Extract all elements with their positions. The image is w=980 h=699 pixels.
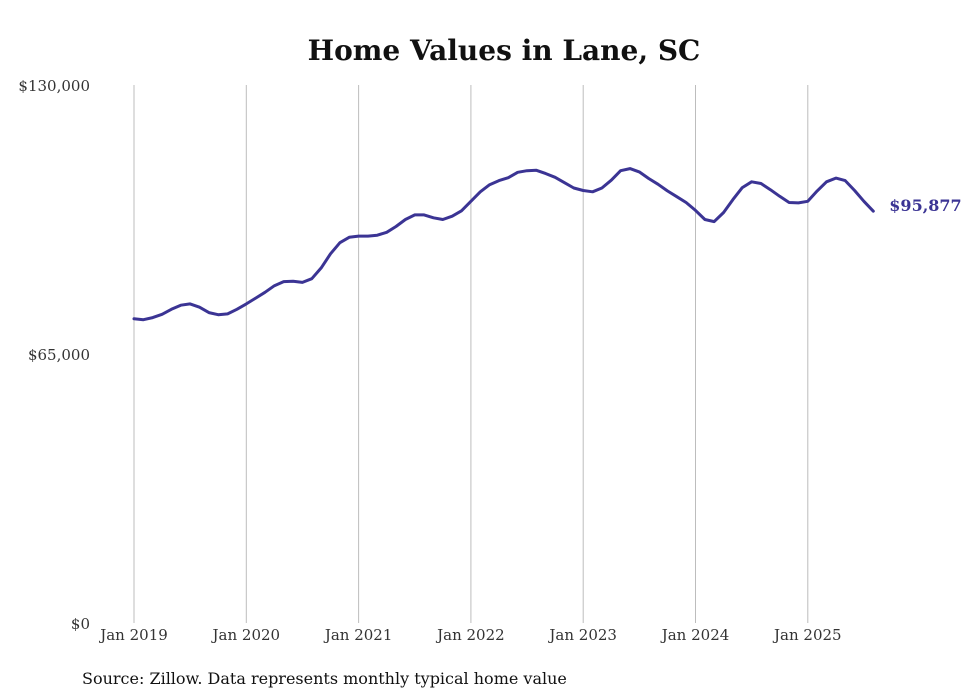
x-tick-label: Jan 2025 bbox=[772, 626, 842, 644]
x-tick-label: Jan 2019 bbox=[98, 626, 168, 644]
x-tick-label: Jan 2020 bbox=[211, 626, 281, 644]
x-axis-ticks: Jan 2019 Jan 2020 Jan 2021 Jan 2022 Jan 2023… bbox=[98, 626, 841, 644]
x-tick-label: Jan 2023 bbox=[547, 626, 617, 644]
x-tick-label: Jan 2021 bbox=[323, 626, 393, 644]
series-line bbox=[132, 167, 875, 322]
x-tick-label: Jan 2024 bbox=[660, 626, 730, 644]
y-tick-label: $130,000 bbox=[18, 77, 90, 95]
grid-layer bbox=[133, 85, 809, 623]
chart-title: Home Values in Lane, SC bbox=[308, 34, 701, 67]
y-tick-label: $65,000 bbox=[28, 346, 90, 364]
x-tick-label: Jan 2022 bbox=[435, 626, 505, 644]
y-axis-ticks: $0 $65,000 $130,000 bbox=[18, 77, 90, 633]
y-tick-label: $0 bbox=[71, 615, 90, 633]
source-note: Source: Zillow. Data represents monthly … bbox=[82, 669, 567, 688]
end-value-label: $95,877 bbox=[889, 196, 961, 215]
